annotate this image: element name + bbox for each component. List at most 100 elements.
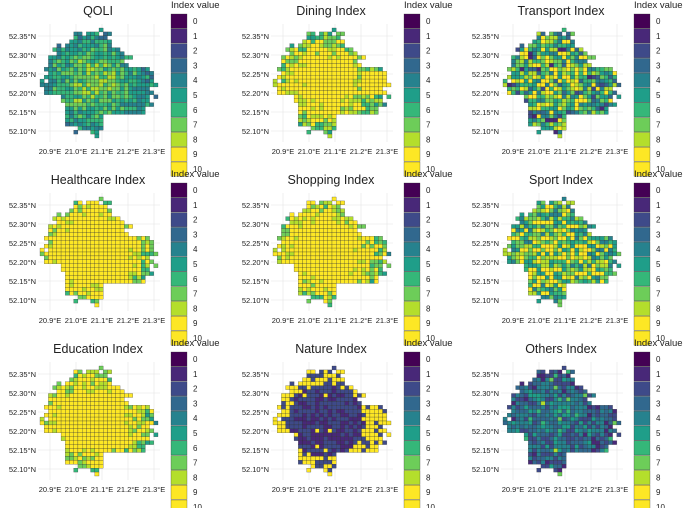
map-cell (344, 232, 349, 237)
map-cell (98, 118, 104, 123)
map-cell (115, 78, 121, 84)
map-cell (103, 397, 108, 402)
map-cell (553, 271, 558, 276)
map-cell (361, 255, 366, 260)
map-cell (77, 110, 83, 115)
map-cell (310, 98, 316, 103)
map-cell (302, 251, 307, 257)
map-cell (357, 420, 362, 426)
map-cell (77, 271, 83, 276)
map-cell (60, 240, 66, 245)
map-cell (570, 247, 575, 253)
map-cell (124, 440, 129, 445)
map-cell (48, 255, 53, 260)
map-cell (302, 432, 307, 437)
map-cell (549, 436, 554, 441)
map-cell (277, 236, 282, 241)
map-cell (52, 228, 57, 233)
map-cell (574, 279, 579, 284)
map-cell (90, 106, 95, 111)
map-panel: Education Index52.35°N52.30°N52.25°N52.2… (9, 338, 220, 508)
map-cell (344, 244, 349, 249)
map-cell (566, 35, 571, 40)
map-cell (532, 98, 537, 103)
map-cell (77, 464, 83, 469)
map-cell (545, 420, 550, 426)
map-cell (616, 432, 622, 437)
map-cell (582, 389, 588, 394)
map-cell (65, 436, 70, 441)
map-cell (293, 224, 299, 229)
map-cell (132, 436, 138, 441)
map-cell (103, 200, 108, 205)
map-cell (319, 82, 324, 88)
map-cell (378, 240, 383, 245)
map-cell (94, 385, 100, 390)
map-cell (136, 110, 142, 115)
map-cell (52, 224, 57, 229)
map-cell (310, 420, 316, 426)
map-cell (103, 59, 108, 64)
legend-label: 8 (426, 135, 431, 144)
map-cell (528, 393, 533, 398)
lat-tick-label: 52.15°N (472, 277, 499, 286)
map-cell (323, 420, 328, 426)
map-cell (340, 244, 345, 249)
map-cell (557, 224, 563, 229)
map-cell (94, 444, 100, 449)
map-cell (549, 275, 554, 280)
lat-tick-label: 52.20°N (472, 258, 499, 267)
map-cell (566, 389, 571, 394)
map-cell (65, 228, 70, 233)
map-cell (52, 55, 57, 60)
map-cell (348, 82, 354, 88)
map-cell (48, 405, 53, 410)
map-cell (77, 416, 83, 422)
legend-label: 10 (426, 165, 435, 174)
map-cell (115, 255, 121, 260)
map-cell (608, 251, 613, 257)
map-cell (98, 444, 104, 449)
map-cell (90, 130, 95, 135)
map-cell (374, 110, 379, 115)
legend-label: 0 (193, 355, 198, 364)
map-cell (352, 94, 358, 99)
map-cell (382, 420, 387, 426)
map-cell (65, 232, 70, 237)
map-cell (327, 240, 333, 245)
map-cell (369, 236, 375, 241)
map-cell (281, 424, 286, 429)
legend-label: 6 (426, 275, 431, 284)
map-cell (48, 236, 53, 241)
map-cell (124, 444, 129, 449)
map-cell (374, 444, 379, 449)
map-cell (561, 118, 567, 123)
map-cell (310, 416, 316, 422)
map-cell (119, 82, 125, 88)
map-cell (528, 436, 533, 441)
map-cell (545, 295, 550, 300)
map-cell (553, 220, 558, 225)
map-cell (591, 244, 596, 249)
map-cell (344, 59, 349, 64)
map-cell (111, 59, 116, 64)
map-cell (528, 247, 533, 253)
legend-key (170, 411, 188, 426)
map-cell (111, 224, 116, 229)
legend-key (633, 132, 651, 147)
map-cell (365, 110, 371, 115)
map-cell (357, 236, 362, 241)
map-cell (153, 82, 159, 88)
map-cell (549, 94, 554, 99)
map-cell (302, 106, 307, 111)
map-cell (536, 452, 542, 457)
map-cell (553, 106, 558, 111)
map-cell (561, 90, 567, 95)
map-cell (532, 236, 537, 241)
map-cell (302, 110, 307, 115)
map-cell (331, 432, 337, 437)
map-cell (77, 208, 83, 213)
map-cell (570, 232, 575, 237)
map-cell (570, 240, 575, 245)
